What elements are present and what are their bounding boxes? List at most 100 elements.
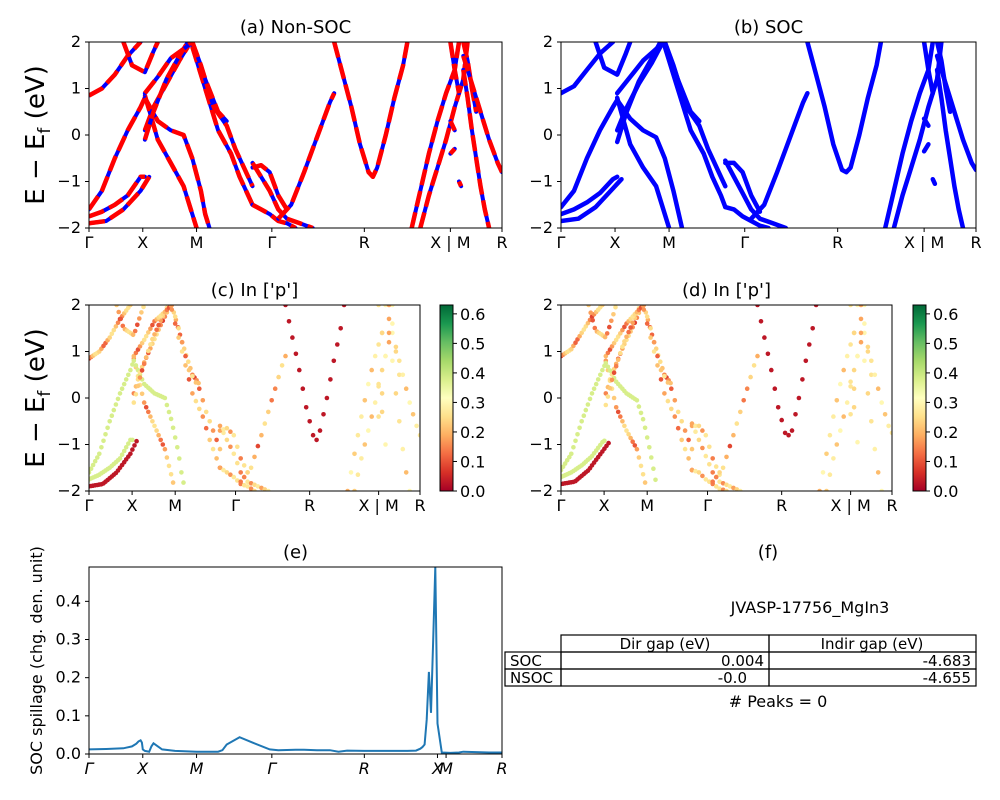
point-c-8 xyxy=(135,383,141,389)
point-c-25 xyxy=(417,432,420,438)
axes-frame-b xyxy=(560,41,977,229)
point-c-24 xyxy=(386,305,392,308)
x-tick-label-e-7: R xyxy=(496,759,507,778)
panel-c-title: (c) In ['p'] xyxy=(211,280,298,301)
point-c-13 xyxy=(231,451,237,457)
point-d-25 xyxy=(872,372,878,378)
point-d-8 xyxy=(620,344,625,350)
panel-f-title: (f) xyxy=(758,542,778,563)
point-d-11 xyxy=(672,414,678,419)
point-c-17 xyxy=(297,367,302,373)
point-c-12 xyxy=(169,305,175,308)
panel-b-title: (b) SOC xyxy=(734,17,803,38)
point-c-19 xyxy=(359,456,364,461)
point-d-5 xyxy=(647,445,652,450)
point-c-4 xyxy=(152,423,157,429)
point-c-11 xyxy=(186,377,192,382)
point-c-13 xyxy=(228,444,233,450)
point-c-11 xyxy=(169,307,175,312)
point-d-8 xyxy=(607,385,613,391)
band-a-soc-5 xyxy=(142,95,212,228)
point-c-6 xyxy=(139,310,144,315)
point-d-15 xyxy=(700,473,705,479)
y-tick-label-a-0: 2 xyxy=(71,32,81,51)
point-c-10 xyxy=(186,359,191,365)
point-d-6 xyxy=(609,318,614,324)
point-c-16 xyxy=(259,432,264,438)
x-tick-label-e-1: X xyxy=(136,759,149,778)
point-c-12 xyxy=(214,437,219,443)
point-d-13 xyxy=(710,470,715,475)
point-d-4 xyxy=(636,455,642,460)
point-d-24 xyxy=(865,349,871,354)
point-c-12 xyxy=(186,367,192,373)
colorbar-d-tick-label-0: 0.0 xyxy=(933,482,958,501)
x-tick-label-b-1: X xyxy=(610,233,621,252)
colorbar-c-tick-label-4: 0.4 xyxy=(460,364,485,383)
point-c-16 xyxy=(252,454,257,460)
point-c-5 xyxy=(177,456,182,461)
table-header-dir-gap: Dir gap (eV) xyxy=(620,635,711,653)
band-b-23 xyxy=(930,176,938,187)
x-tick-label-c-6: R xyxy=(414,496,425,515)
point-d-5 xyxy=(649,455,654,460)
band-a-nonsoc-25 xyxy=(461,55,502,174)
band-b-0 xyxy=(561,42,616,96)
point-d-16 xyxy=(755,353,760,359)
points-d xyxy=(561,305,892,491)
bands-a xyxy=(89,42,502,228)
y-tick-label-e-3: 0.1 xyxy=(56,706,81,725)
point-d-13 xyxy=(727,484,733,489)
point-c-1 xyxy=(126,372,131,378)
point-d-12 xyxy=(665,380,671,385)
point-c-1 xyxy=(101,438,106,444)
table-row-nsoc-dir: -0.0 xyxy=(718,669,747,687)
point-c-16 xyxy=(283,353,288,359)
point-c-5 xyxy=(133,363,139,368)
point-d-6 xyxy=(592,325,598,331)
point-d-19 xyxy=(831,456,836,461)
point-c-18 xyxy=(366,381,371,387)
point-c-19 xyxy=(372,400,378,405)
point-d-16 xyxy=(738,409,743,415)
band-b-14 xyxy=(723,160,763,214)
point-d-16 xyxy=(741,398,746,403)
point-d-6 xyxy=(588,310,593,316)
point-d-9 xyxy=(613,337,619,343)
point-d-19 xyxy=(844,400,850,405)
point-c-1 xyxy=(119,386,125,392)
point-d-12 xyxy=(662,374,667,379)
colorbar-c-tick-label-0: 0.0 xyxy=(460,482,485,501)
point-c-2 xyxy=(123,445,129,450)
point-d-13 xyxy=(696,437,702,443)
point-c-12 xyxy=(172,314,178,319)
point-d-16 xyxy=(751,363,757,368)
point-c-4 xyxy=(139,391,145,397)
point-d-5 xyxy=(634,398,640,403)
point-c-11 xyxy=(176,335,181,340)
point-c-6 xyxy=(130,332,136,338)
point-d-1 xyxy=(571,445,576,450)
band-a-nonsoc-18 xyxy=(409,42,462,228)
point-d-5 xyxy=(642,425,648,431)
y-tick-label-a-1: 1 xyxy=(71,79,81,98)
point-d-1 xyxy=(567,454,572,460)
point-c-1 xyxy=(92,458,98,464)
point-c-26 xyxy=(390,358,395,364)
point-c-18 xyxy=(348,470,354,475)
point-d-13 xyxy=(734,487,740,491)
band-b-5 xyxy=(614,97,685,228)
point-c-1 xyxy=(117,391,123,396)
point-d-0 xyxy=(583,324,589,329)
point-d-15 xyxy=(720,487,726,491)
table-row-soc-label: SOC xyxy=(510,652,542,670)
point-c-1 xyxy=(111,407,117,413)
point-c-16 xyxy=(241,474,247,480)
colorbar-c-tick-label-1: 0.1 xyxy=(460,452,485,471)
point-c-18 xyxy=(383,305,388,308)
y-tick-label-e-1: 0.3 xyxy=(56,630,81,649)
point-c-15 xyxy=(231,474,237,480)
point-c-16 xyxy=(266,409,271,415)
y-tick-label-a-3: −1 xyxy=(57,172,81,191)
